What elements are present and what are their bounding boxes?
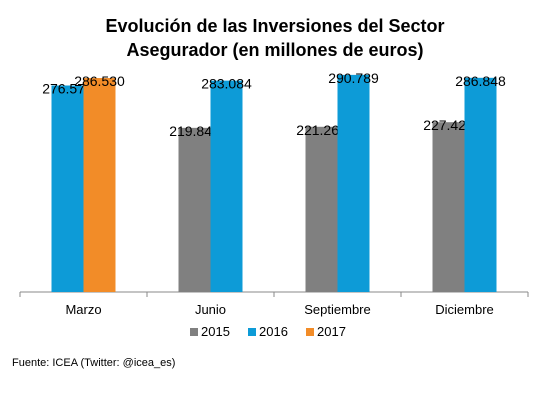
data-label: 290.789 bbox=[328, 70, 379, 86]
source-note: Fuente: ICEA (Twitter: @icea_es) bbox=[12, 357, 176, 369]
bar-2015-septiembre bbox=[305, 126, 338, 292]
legend: 2015 2016 2017 bbox=[190, 324, 346, 339]
category-label: Junio bbox=[195, 302, 226, 317]
data-label: 221.266 bbox=[296, 122, 347, 138]
legend-swatch-2015 bbox=[190, 328, 198, 336]
category-label: Septiembre bbox=[304, 302, 370, 317]
legend-label-2017: 2017 bbox=[317, 324, 346, 339]
data-label: 286.848 bbox=[455, 73, 506, 89]
legend-label-2015: 2015 bbox=[201, 324, 230, 339]
bar-2017-marzo bbox=[83, 78, 116, 292]
bar-2015-junio bbox=[178, 127, 211, 292]
data-label: 219.848 bbox=[169, 123, 220, 139]
legend-swatch-2016 bbox=[248, 328, 256, 336]
data-label: 276.574 bbox=[42, 80, 93, 96]
data-label: 227.427 bbox=[423, 117, 474, 133]
category-label: Diciembre bbox=[435, 302, 494, 317]
category-label: Marzo bbox=[65, 302, 101, 317]
bar-2015-diciembre bbox=[432, 122, 465, 293]
chart-title-line-2: Asegurador (en millones de euros) bbox=[126, 40, 423, 60]
bar-2016-diciembre bbox=[464, 77, 497, 292]
bar-2016-septiembre bbox=[337, 74, 370, 292]
data-label: 286.530 bbox=[74, 73, 125, 89]
data-label: 283.084 bbox=[201, 76, 252, 92]
legend-swatch-2017 bbox=[306, 328, 314, 336]
bar-2016-marzo bbox=[51, 85, 84, 292]
bar-2016-junio bbox=[210, 80, 243, 292]
legend-label-2016: 2016 bbox=[259, 324, 288, 339]
chart-title-line-1: Evolución de las Inversiones del Sector bbox=[105, 16, 444, 36]
